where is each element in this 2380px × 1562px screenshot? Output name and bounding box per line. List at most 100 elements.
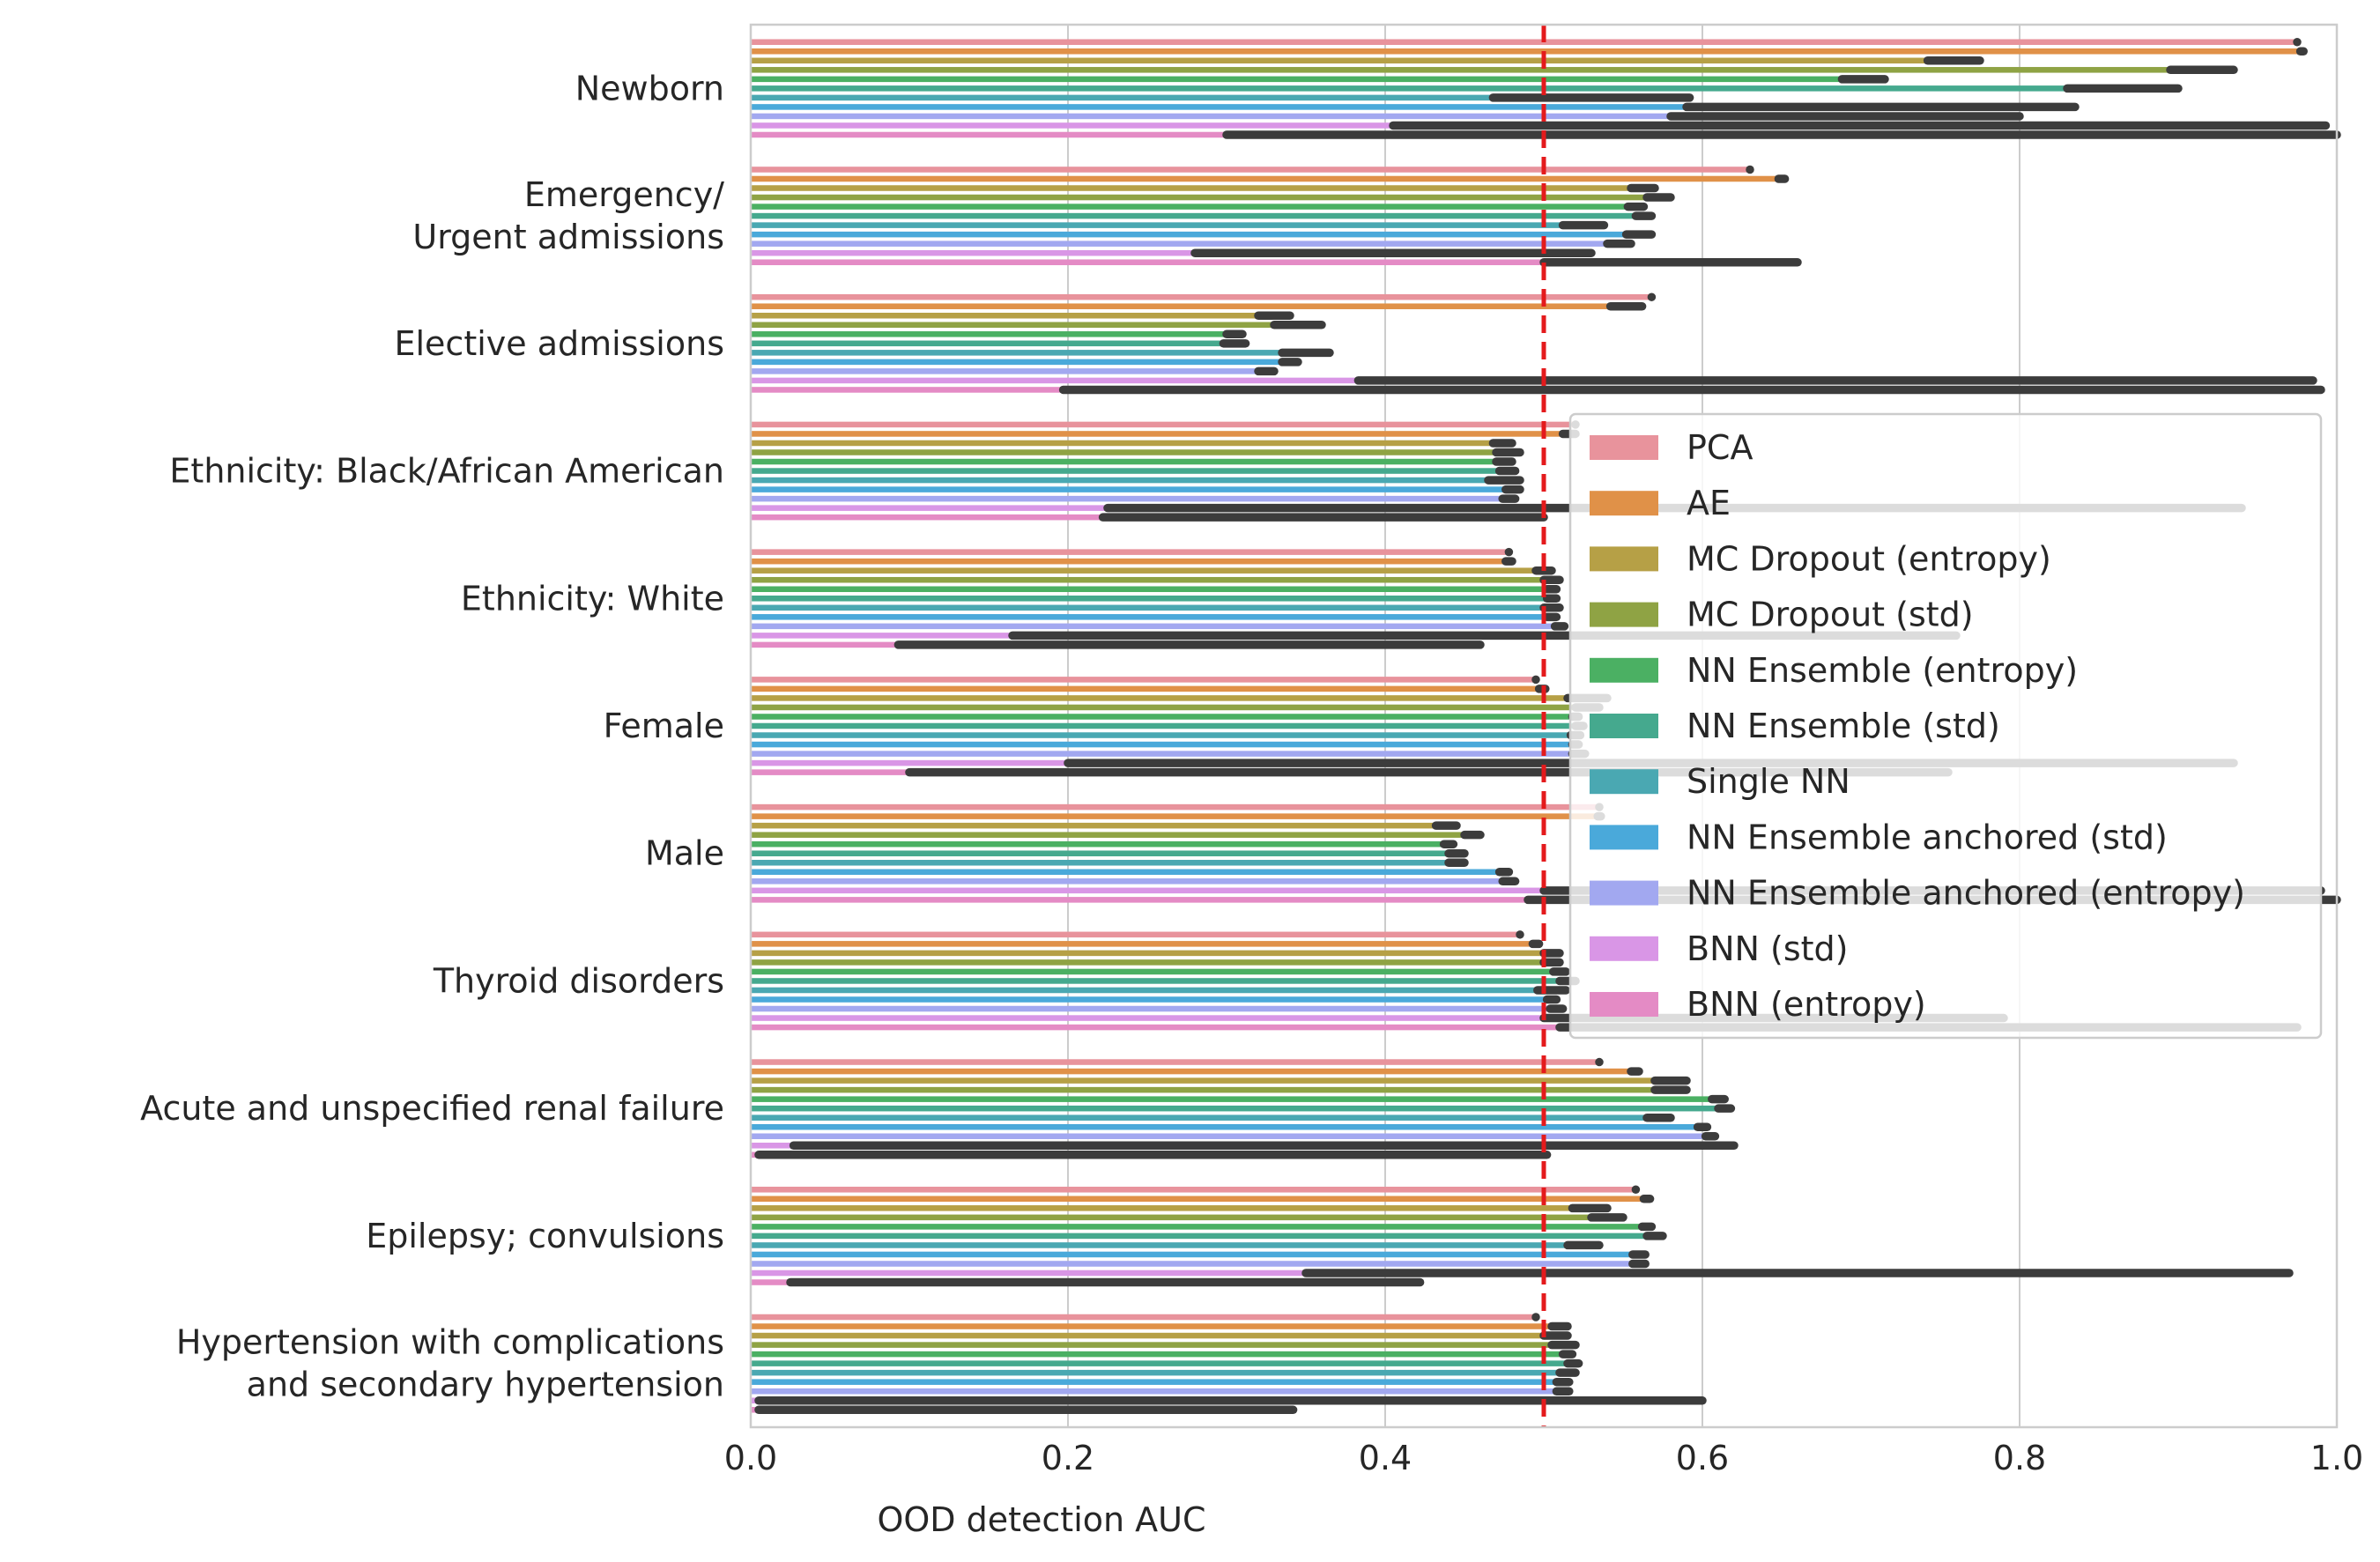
- bar: [751, 1261, 1639, 1267]
- bar: [751, 175, 1779, 182]
- bar: [751, 623, 1560, 630]
- bar: [751, 704, 1589, 711]
- bar: [751, 897, 1528, 903]
- bar: [751, 604, 1552, 611]
- bar: [751, 1342, 1560, 1348]
- bar: [751, 505, 1108, 511]
- legend-label: MC Dropout (entropy): [1687, 539, 2051, 578]
- bar: [751, 1187, 1636, 1193]
- legend-label: AE: [1687, 484, 1731, 522]
- category-label: Female: [604, 707, 724, 745]
- legend-swatch: [1590, 769, 1658, 795]
- bar: [751, 741, 1576, 748]
- x-tick-label: 0.8: [1993, 1439, 2046, 1477]
- bar: [751, 241, 1620, 247]
- bar: [751, 1323, 1560, 1329]
- bar: [751, 48, 2297, 55]
- bar: [751, 322, 1298, 329]
- bar: [751, 685, 1544, 692]
- bar: [751, 1369, 1568, 1376]
- bar: [751, 695, 1583, 701]
- category-label: Emergency/: [524, 175, 724, 214]
- bar: [751, 1086, 1671, 1093]
- bar: [751, 1105, 1726, 1112]
- bar: [751, 495, 1509, 502]
- bar: [751, 231, 1639, 238]
- bar: [751, 869, 1504, 876]
- bar: [751, 1077, 1668, 1084]
- bar: [751, 549, 1509, 555]
- bar: [751, 39, 2297, 45]
- bar: [751, 377, 1359, 384]
- bar: [751, 1279, 790, 1285]
- bar: [751, 204, 1636, 210]
- bar: [751, 303, 1611, 309]
- bar: [751, 67, 2170, 73]
- category-label: Hypertension with complications: [176, 1323, 724, 1362]
- bar: [751, 340, 1234, 347]
- bar: [751, 1214, 1607, 1221]
- legend-swatch: [1590, 714, 1658, 738]
- legend-label: BNN (entropy): [1687, 985, 1926, 1024]
- legend-label: Single NN: [1687, 762, 1850, 801]
- bar: [751, 714, 1576, 720]
- bar: [751, 813, 1599, 819]
- bar: [751, 878, 1509, 885]
- bar: [751, 614, 1552, 620]
- bar: [751, 732, 1576, 738]
- bar: [751, 1351, 1568, 1358]
- category-label: Thyroid disorders: [433, 961, 724, 1000]
- category-label: Male: [645, 834, 724, 873]
- bar: [751, 1133, 1710, 1140]
- bar: [751, 832, 1472, 838]
- bar: [751, 759, 1068, 766]
- bar: [751, 1196, 1647, 1203]
- bar: [751, 57, 1956, 64]
- category-label: Urgent admissions: [412, 218, 724, 256]
- legend-label: NN Ensemble anchored (std): [1687, 818, 2168, 856]
- bar: [751, 803, 1599, 811]
- bar: [751, 1251, 1639, 1258]
- bar: [751, 850, 1457, 856]
- bar: [751, 387, 1064, 393]
- bar: [751, 1242, 1583, 1248]
- bar: [751, 567, 1544, 574]
- x-axis-label: OOD detection AUC: [877, 1500, 1205, 1539]
- bar: [751, 1205, 1599, 1211]
- legend-label: PCA: [1687, 428, 1753, 467]
- legend-swatch: [1590, 491, 1658, 516]
- bar: [751, 259, 1544, 265]
- x-tick-label: 0.4: [1359, 1439, 1412, 1477]
- bar: [751, 1314, 1536, 1321]
- bar: [751, 359, 1290, 366]
- bar: [751, 1059, 1599, 1065]
- bar: [751, 431, 1563, 437]
- bar: [751, 1233, 1655, 1240]
- bar: [751, 468, 1509, 474]
- bar: [751, 751, 1579, 757]
- bar: [751, 859, 1457, 866]
- bar: [751, 131, 1227, 138]
- category-label: Acute and unspecified renal failure: [140, 1089, 724, 1128]
- bar: [751, 1068, 1636, 1075]
- legend-swatch: [1590, 435, 1658, 460]
- bar: [751, 486, 1512, 492]
- legend-label: NN Ensemble (std): [1687, 707, 2000, 745]
- bar: [751, 350, 1306, 356]
- bar: [751, 222, 1583, 228]
- legend-label: MC Dropout (std): [1687, 596, 1974, 634]
- bar: [751, 558, 1509, 565]
- bar: [751, 586, 1552, 593]
- bar: [751, 293, 1652, 300]
- bar: [751, 113, 2020, 120]
- bar: [751, 677, 1536, 683]
- category-label: Newborn: [575, 69, 724, 107]
- legend-swatch: [1590, 936, 1658, 961]
- bar: [751, 368, 1266, 374]
- bar: [751, 1270, 1306, 1277]
- bar: [751, 1123, 1702, 1130]
- bar: [751, 641, 899, 648]
- bar: [751, 94, 1671, 101]
- bar: [751, 1015, 1583, 1021]
- plot-frame: [749, 23, 2339, 1429]
